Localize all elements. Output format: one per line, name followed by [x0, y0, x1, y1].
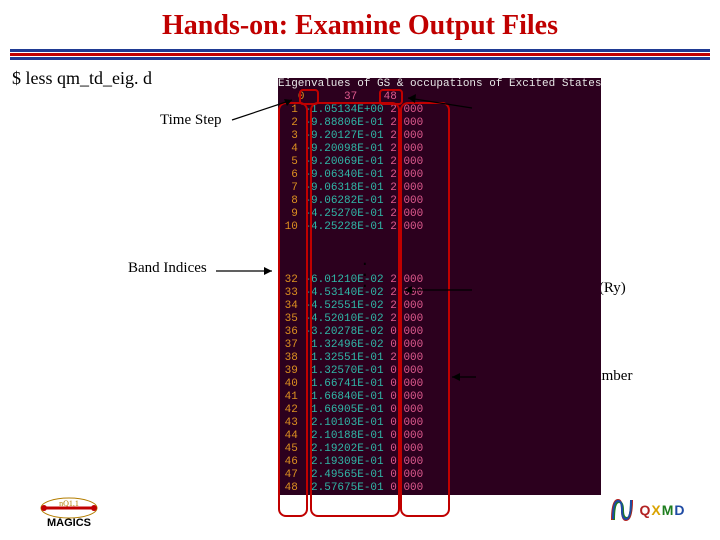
page-title: Hands-on: Examine Output Files: [0, 0, 720, 48]
data-row: 42 1.66905E-01 0.000: [278, 404, 601, 417]
data-row: 40 1.66741E-01 0.000: [278, 378, 601, 391]
data-row: 2 -9.88806E-01 2.000: [278, 117, 601, 130]
header-text: Eigenvalues of GS & occupations of Excit…: [278, 78, 601, 90]
header-row: Eigenvalues of GS & occupations of Excit…: [278, 78, 601, 91]
data-row: 39 1.32570E-01 0.000: [278, 365, 601, 378]
data-row: 4 -9.20098E-01 2.000: [278, 143, 601, 156]
data-row: 38 1.32551E-01 2.000: [278, 352, 601, 365]
header-mid: 37: [344, 91, 357, 103]
data-row: 8 -9.06282E-01 2.000: [278, 195, 601, 208]
data-row: 47 2.49565E-01 0.000: [278, 469, 601, 482]
magics-logo: nQ1,1 MAGICS: [34, 488, 104, 530]
data-row: 43 2.10103E-01 0.000: [278, 417, 601, 430]
qxmd-text: QXMD: [639, 502, 685, 518]
data-row: 5 -9.20069E-01 2.000: [278, 156, 601, 169]
data-row: 1 -1.05134E+00 2.000: [278, 104, 601, 117]
step-row: 0 37 48: [278, 91, 601, 104]
terminal-output: Eigenvalues of GS & occupations of Excit…: [278, 78, 601, 495]
data-row: 45 2.19202E-01 0.000: [278, 443, 601, 456]
data-row: 7 -9.06318E-01 2.000: [278, 182, 601, 195]
command-text: $ less qm_td_eig. d: [12, 68, 152, 89]
ellipsis-dots: ...: [360, 256, 370, 289]
data-row: 33 -4.53140E-02 2.000: [278, 287, 601, 300]
label-time-step: Time Step: [160, 112, 222, 129]
data-row: 9 -4.25270E-01 2.000: [278, 208, 601, 221]
arrow-band-indices: [216, 266, 280, 276]
data-row: 36 -3.20278E-02 0.000: [278, 326, 601, 339]
data-row: 41 1.66840E-01 0.000: [278, 391, 601, 404]
data-row: 34 -4.52551E-02 2.000: [278, 300, 601, 313]
data-row: 46 2.19309E-01 0.000: [278, 456, 601, 469]
data-rows-top: 1 -1.05134E+00 2.000 2 -9.88806E-01 2.00…: [278, 104, 601, 234]
data-row: 10 -4.25228E-01 2.000: [278, 221, 601, 234]
data-row: 44 2.10188E-01 0.000: [278, 430, 601, 443]
data-row: 35 -4.52010E-02 2.000: [278, 313, 601, 326]
label-band-indices: Band Indices: [128, 260, 207, 277]
qxmd-logo: QXMD: [602, 492, 692, 528]
data-row: 3 -9.20127E-01 2.000: [278, 130, 601, 143]
data-row: 32 -6.01210E-02 2.000: [278, 274, 601, 287]
rule-top-2: [10, 53, 710, 56]
rule-top-3: [10, 57, 710, 60]
total-bands-value: 48: [384, 91, 397, 103]
svg-text:MAGICS: MAGICS: [47, 517, 91, 529]
data-row: 37 1.32496E-02 0.000: [278, 339, 601, 352]
rule-top-1: [10, 49, 710, 52]
data-row: 6 -9.06340E-01 2.000: [278, 169, 601, 182]
data-row: 48 2.57675E-01 0.000: [278, 482, 601, 495]
data-rows-bottom: 32 -6.01210E-02 2.000 33 -4.53140E-02 2.…: [278, 274, 601, 495]
